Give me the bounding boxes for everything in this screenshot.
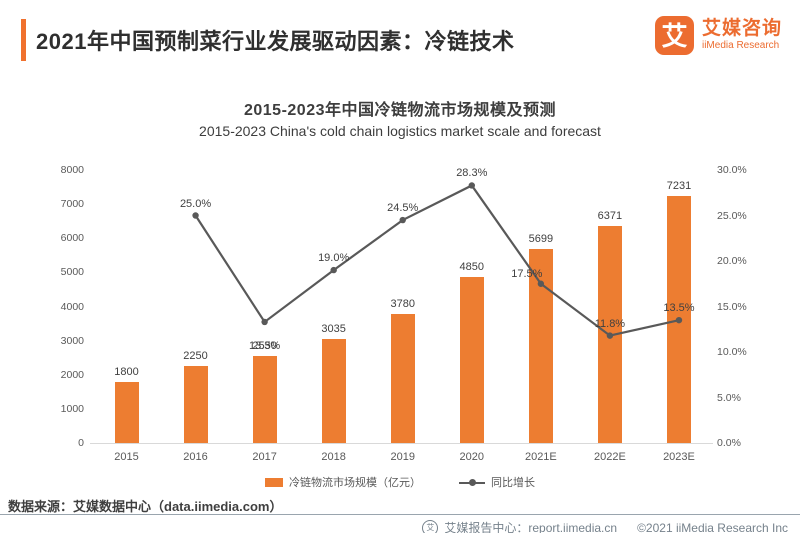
right-axis-tick: 25.0% — [717, 209, 747, 222]
growth-label-2018: 19.0% — [318, 252, 350, 265]
x-axis-line — [90, 443, 713, 444]
left-axis-tick: 4000 — [60, 300, 84, 313]
title-accent-bar — [21, 19, 26, 61]
logo-name-cn: 艾媒咨询 — [701, 18, 782, 40]
left-axis-tick: 5000 — [60, 266, 84, 279]
legend: 冷链物流市场规模（亿元） 同比增长 — [0, 474, 800, 490]
bar-series-swatch — [265, 477, 283, 487]
x-axis-label-2015: 2015 — [114, 451, 139, 463]
growth-point — [261, 318, 268, 326]
bar-value-label-2022E: 6371 — [597, 209, 623, 222]
left-axis-tick: 7000 — [60, 198, 84, 211]
footer: 艾 艾媒报告中心：report.iimedia.cn ©2021 iiMedia… — [422, 519, 788, 533]
chart-subtitle: 2015-2023 China's cold chain logistics m… — [199, 123, 601, 139]
growth-line — [194, 184, 680, 337]
growth-label-2020: 28.3% — [456, 167, 488, 180]
logo-names: 艾媒咨询 iiMedia Research — [702, 19, 782, 51]
growth-label-2021E: 17.5% — [511, 267, 543, 280]
right-axis-tick: 30.0% — [717, 164, 747, 176]
data-source-text: 数据来源：艾媒数据中心（data.iimedia.com） — [8, 499, 283, 514]
bar-value-label-2020: 4850 — [459, 261, 485, 274]
left-axis-tick: 3000 — [60, 334, 84, 347]
iimedia-logo: 艾 艾媒咨询 iiMedia Research — [654, 16, 782, 55]
footer-divider — [0, 514, 800, 515]
bar-value-label-2017: 2550 — [252, 339, 277, 352]
bar-2020 — [459, 277, 484, 443]
x-axis-label-2020: 2020 — [459, 451, 485, 463]
growth-label-2016: 25.0% — [179, 197, 212, 210]
bar-2022E — [597, 225, 622, 443]
line-series-swatch — [459, 478, 485, 487]
bar-2015 — [114, 381, 139, 443]
left-axis-tick: 1000 — [60, 402, 84, 415]
page-title: 2021年中国预制菜行业发展驱动因素：冷链技术 — [36, 29, 515, 54]
x-axis-label-2019: 2019 — [390, 451, 415, 463]
bar-2017 — [252, 355, 277, 443]
growth-label-2019: 24.5% — [387, 202, 419, 215]
x-axis-label-2018: 2018 — [321, 451, 346, 463]
legend-line-label: 同比增长 — [491, 477, 535, 489]
bar-value-label-2016: 2250 — [183, 350, 208, 363]
growth-point — [330, 266, 337, 274]
right-axis-tick: 5.0% — [717, 391, 741, 404]
right-axis-tick: 0.0% — [717, 437, 741, 449]
chart-title: 2015-2023年中国冷链物流市场规模及预测 — [243, 102, 557, 119]
bar-2018 — [321, 339, 346, 443]
left-axis-tick: 6000 — [60, 232, 84, 245]
bar-value-label-2015: 1800 — [114, 365, 139, 378]
iimedia-logo-icon: 艾 — [654, 16, 694, 55]
x-axis-label-2016: 2016 — [183, 451, 208, 463]
left-axis-tick: 0 — [78, 437, 84, 449]
legend-item-line: 同比增长 — [459, 474, 535, 490]
growth-point — [606, 332, 614, 339]
x-axis-label-2022E: 2022E — [594, 451, 626, 463]
bar-value-label-2021E: 5699 — [528, 232, 554, 245]
right-axis-tick: 20.0% — [717, 255, 747, 267]
header: 2021年中国预制菜行业发展驱动因素：冷链技术 艾 艾媒咨询 iiMedia R… — [0, 0, 800, 80]
right-axis-tick: 15.0% — [717, 300, 747, 313]
right-axis-tick: 10.0% — [717, 346, 747, 358]
bar-2021E — [528, 248, 553, 443]
left-axis-tick: 2000 — [60, 368, 84, 381]
bar-2016 — [183, 366, 208, 443]
bar-value-label-2023E: 7231 — [666, 180, 692, 193]
growth-label-2022E: 11.8% — [594, 317, 626, 330]
x-axis-label-2023E: 2023E — [663, 451, 695, 463]
bar-2019 — [390, 314, 415, 443]
x-axis-label-2021E: 2021E — [524, 451, 557, 463]
growth-point — [675, 316, 683, 324]
bar-value-label-2019: 3780 — [390, 298, 415, 310]
growth-point — [399, 216, 406, 224]
left-axis-tick: 8000 — [60, 164, 84, 176]
growth-point — [192, 212, 199, 219]
x-axis-label-2017: 2017 — [252, 451, 277, 463]
growth-point — [537, 280, 545, 287]
growth-label-2017: 13.3% — [249, 339, 281, 352]
legend-bar-label: 冷链物流市场规模（亿元） — [289, 477, 421, 489]
legend-line-dot — [469, 478, 476, 486]
growth-label-2023E: 13.5% — [663, 302, 695, 315]
footer-copyright: ©2021 iiMedia Research Inc — [637, 520, 788, 533]
growth-point — [468, 182, 475, 189]
bar-2023E — [666, 196, 691, 443]
footer-report-center: 艾媒报告中心：report.iimedia.cn — [444, 521, 618, 533]
iimedia-mark-icon: 艾 — [422, 519, 439, 533]
logo-name-en: iiMedia Research — [701, 40, 780, 52]
bar-value-label-2018: 3035 — [321, 323, 346, 336]
legend-item-bar: 冷链物流市场规模（亿元） — [265, 474, 421, 490]
